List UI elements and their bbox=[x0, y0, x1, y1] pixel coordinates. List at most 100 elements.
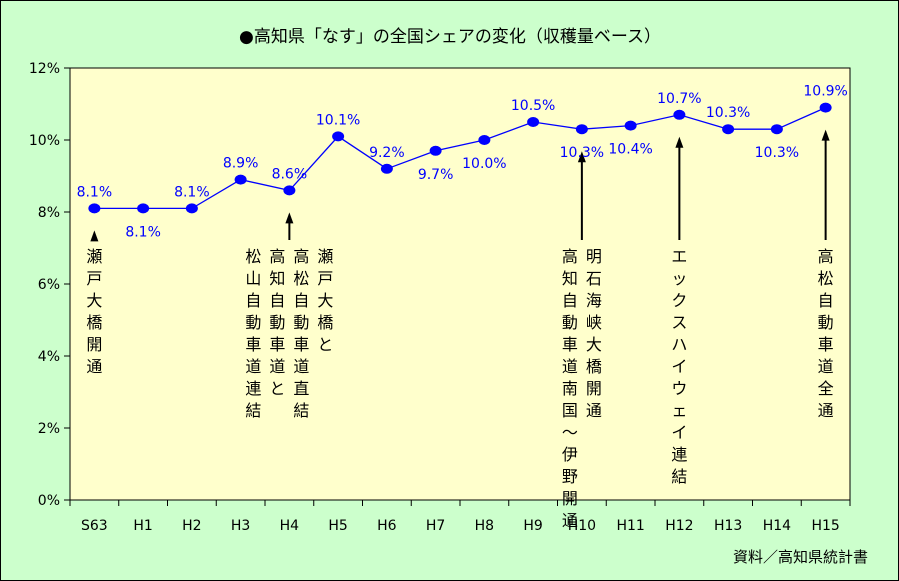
annotation-arrowhead bbox=[285, 212, 294, 224]
annotation-char: 戸 bbox=[86, 269, 102, 288]
annotation-char: 大 bbox=[317, 291, 333, 310]
x-tick-label: H14 bbox=[763, 518, 791, 534]
annotation-char: 松 bbox=[245, 247, 261, 266]
x-tick-label: H6 bbox=[377, 518, 397, 534]
annotation-char: 峡 bbox=[586, 313, 602, 332]
annotation-char: 連 bbox=[671, 445, 687, 464]
x-tick-label: H12 bbox=[665, 518, 693, 534]
annotation-char: 結 bbox=[671, 467, 687, 486]
y-tick-label: 8% bbox=[38, 205, 60, 221]
data-point bbox=[673, 109, 686, 120]
source-note: 資料／高知県統計書 bbox=[733, 548, 868, 566]
annotation-char: 伊 bbox=[562, 445, 578, 464]
annotation-char: 通 bbox=[586, 401, 602, 420]
annotation-char: 橋 bbox=[586, 357, 602, 376]
annotation-char: 高 bbox=[562, 247, 578, 266]
annotation-char: エ bbox=[671, 247, 687, 266]
annotation-char: 高 bbox=[293, 247, 309, 266]
annotation-char: 通 bbox=[86, 357, 102, 376]
annotation-char: 明 bbox=[586, 247, 602, 266]
annotation-char: 連 bbox=[245, 379, 261, 398]
x-tick-label: H7 bbox=[426, 518, 445, 534]
data-point bbox=[185, 203, 198, 214]
data-label: 8.6% bbox=[272, 166, 308, 182]
annotation-char: 松 bbox=[293, 269, 309, 288]
data-point bbox=[722, 124, 735, 135]
annotation-char: 海 bbox=[586, 291, 602, 310]
data-point bbox=[380, 163, 393, 174]
annotation-char: 動 bbox=[562, 313, 578, 332]
annotations: 瀬戸大橋開通瀬戸大橋と高松自動車道直結高知自動車道と松山自動車道連結明石海峡大橋… bbox=[86, 247, 833, 530]
y-tick-label: 6% bbox=[38, 277, 60, 293]
data-point bbox=[137, 203, 150, 214]
annotation-char: ス bbox=[671, 313, 687, 332]
annotation-char: 道 bbox=[245, 357, 261, 376]
annotation-char: 全 bbox=[818, 379, 834, 398]
x-tick-label: H1 bbox=[133, 518, 152, 534]
y-tick-label: 0% bbox=[38, 493, 60, 509]
annotation-char: 通 bbox=[562, 511, 578, 530]
annotation-arrowhead bbox=[577, 151, 586, 163]
data-label: 10.7% bbox=[657, 91, 701, 107]
annotation-char: 車 bbox=[293, 335, 309, 354]
annotation-char: 道 bbox=[562, 357, 578, 376]
x-tick-label: H4 bbox=[280, 518, 300, 534]
annotation-char: 国 bbox=[562, 401, 578, 420]
annotation-char: 高 bbox=[818, 247, 834, 266]
annotation-char: 大 bbox=[86, 291, 102, 310]
annotation-char: 車 bbox=[269, 335, 285, 354]
annotation-char: 自 bbox=[562, 291, 578, 310]
x-tick-label: H9 bbox=[523, 518, 542, 534]
y-tick-label: 10% bbox=[29, 133, 60, 149]
x-tick-label: S63 bbox=[81, 518, 108, 534]
annotation-char: 動 bbox=[818, 313, 834, 332]
annotation-char: イ bbox=[671, 357, 687, 376]
x-tick-label: H8 bbox=[475, 518, 494, 534]
data-point bbox=[332, 131, 345, 142]
annotation-char: 車 bbox=[562, 335, 578, 354]
data-label: 9.2% bbox=[369, 145, 405, 161]
annotation-char: 動 bbox=[269, 313, 285, 332]
x-axis: S63 H1 H2 H3 H4 H5 H6 H7 H8 H9 H10 H11 H12 H13 H14 H15 bbox=[69, 500, 851, 534]
x-tick-label: H10 bbox=[568, 518, 596, 534]
annotation-char: 知 bbox=[562, 269, 578, 288]
data-label: 10.1% bbox=[316, 112, 360, 128]
annotation-char: 自 bbox=[293, 291, 309, 310]
data-point bbox=[88, 203, 101, 214]
data-label: 10.9% bbox=[803, 84, 847, 100]
y-tick-label: 4% bbox=[38, 349, 60, 365]
data-label: 10.4% bbox=[608, 142, 652, 158]
y-axis: 0% 2% 4% 6% 8% 10% 12% bbox=[29, 61, 70, 509]
plot-area bbox=[69, 67, 851, 501]
annotation-char: 自 bbox=[269, 291, 285, 310]
x-tick-label: H15 bbox=[811, 518, 839, 534]
data-point bbox=[478, 135, 491, 145]
data-label: 8.9% bbox=[223, 156, 259, 172]
chart-title: ●高知県「なす」の全国シェアの変化（収穫量ベース） bbox=[239, 27, 661, 47]
data-labels: 8.1% 8.1% 8.1% 8.9% 8.6% 10.1% 9.2% 9.7% 10.0% 10… bbox=[77, 84, 848, 241]
annotation-char: と bbox=[269, 379, 285, 398]
annotation-char: 松 bbox=[818, 269, 834, 288]
data-label: 10.3% bbox=[755, 145, 799, 161]
annotation-char: 道 bbox=[269, 357, 285, 376]
x-tick-label: H5 bbox=[328, 518, 347, 534]
annotation-char: 知 bbox=[269, 269, 285, 288]
annotation-arrowhead bbox=[821, 129, 830, 141]
x-tick-label: H2 bbox=[182, 518, 201, 534]
annotation-char: 開 bbox=[586, 379, 602, 398]
annotation-char: 直 bbox=[293, 379, 309, 398]
data-point bbox=[429, 145, 442, 156]
annotation-char: 開 bbox=[86, 335, 102, 354]
data-point bbox=[624, 120, 637, 131]
data-label: 8.1% bbox=[77, 184, 113, 200]
annotation-char: ッ bbox=[671, 269, 687, 288]
data-point bbox=[234, 174, 247, 185]
series-line bbox=[94, 107, 826, 210]
data-point bbox=[575, 124, 588, 135]
annotation-char: ェ bbox=[671, 401, 687, 420]
x-tick-label: H3 bbox=[231, 518, 250, 534]
data-label: 8.1% bbox=[174, 184, 210, 200]
annotation-char: 瀬 bbox=[317, 247, 333, 266]
annotation-char: 山 bbox=[245, 269, 261, 288]
